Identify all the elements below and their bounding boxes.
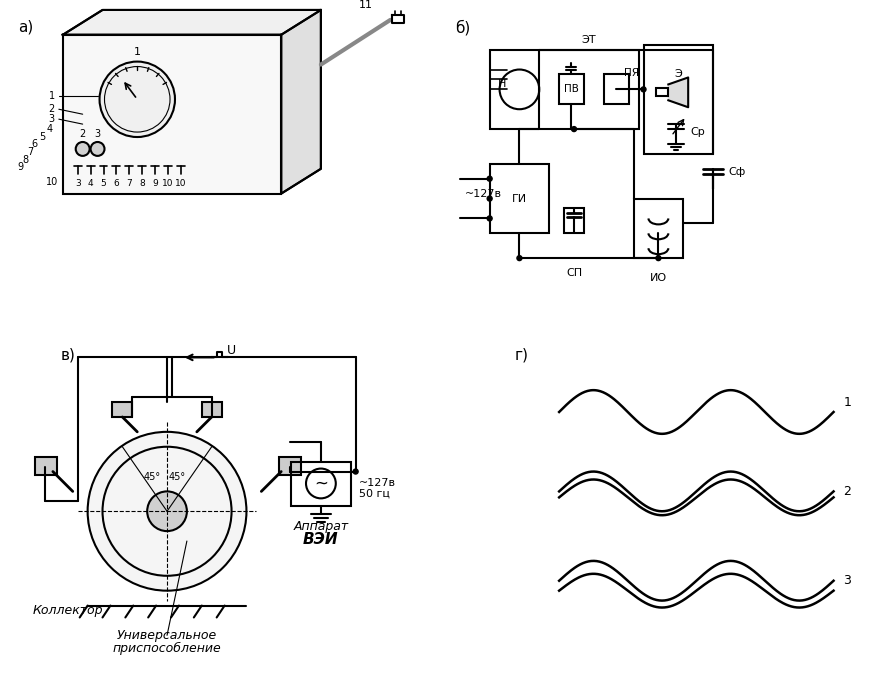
Polygon shape (668, 78, 689, 107)
Text: г): г) (514, 347, 528, 362)
Text: 5: 5 (39, 132, 45, 142)
Polygon shape (63, 10, 321, 35)
Circle shape (88, 432, 246, 590)
Circle shape (487, 196, 492, 201)
Text: 10: 10 (46, 176, 58, 187)
Text: 3: 3 (843, 574, 851, 587)
Text: Э: Э (674, 69, 682, 80)
Text: 2: 2 (843, 485, 851, 498)
Text: СП: СП (566, 268, 582, 278)
Bar (202, 402, 221, 417)
Text: Аппарат: Аппарат (293, 520, 349, 533)
Bar (35, 457, 57, 475)
Text: 4: 4 (88, 179, 94, 188)
Text: 5: 5 (101, 179, 106, 188)
Circle shape (517, 255, 522, 261)
Text: 50 гц: 50 гц (358, 488, 389, 498)
Text: 9: 9 (152, 179, 158, 188)
Polygon shape (281, 10, 321, 193)
Text: 45°: 45° (168, 471, 186, 481)
Bar (291, 462, 350, 506)
Circle shape (147, 492, 187, 531)
Bar (564, 208, 584, 234)
Text: ~127в: ~127в (465, 189, 502, 199)
Text: 3: 3 (75, 179, 81, 188)
Bar (489, 50, 639, 129)
Text: ~127в: ~127в (358, 479, 396, 488)
Bar (634, 199, 683, 258)
Text: 6: 6 (32, 139, 38, 149)
Circle shape (99, 61, 175, 137)
Bar (63, 35, 281, 193)
Bar (657, 89, 668, 96)
Text: 2: 2 (80, 129, 86, 139)
Circle shape (656, 255, 661, 261)
Text: 3: 3 (95, 129, 101, 139)
Circle shape (76, 142, 89, 156)
Bar (643, 45, 713, 154)
Text: 7: 7 (127, 179, 132, 188)
Text: ПВ: ПВ (564, 84, 579, 95)
Text: 7: 7 (27, 147, 33, 157)
Text: Ср: Ср (690, 127, 705, 137)
Circle shape (641, 87, 646, 92)
Bar (279, 457, 301, 475)
Bar (489, 164, 550, 234)
Text: 6: 6 (113, 179, 119, 188)
Text: а): а) (18, 20, 34, 35)
Text: ЭТ: ЭТ (581, 35, 596, 45)
Text: 10: 10 (175, 179, 187, 188)
Text: Коллектор: Коллектор (33, 604, 104, 617)
Text: в): в) (61, 347, 76, 362)
Text: 11: 11 (358, 0, 373, 10)
Bar (604, 74, 628, 104)
Text: 45°: 45° (143, 471, 161, 481)
Text: 1: 1 (49, 91, 55, 101)
Bar (112, 402, 132, 417)
Text: 4: 4 (47, 124, 53, 134)
Text: 1: 1 (843, 396, 851, 409)
Text: 8: 8 (22, 155, 28, 165)
Text: Универсальное: Универсальное (117, 629, 217, 642)
Text: приспособление: приспособление (112, 642, 221, 654)
Circle shape (353, 469, 358, 474)
Text: Н: Н (497, 80, 506, 89)
Circle shape (487, 176, 492, 181)
Text: б): б) (455, 20, 470, 35)
Text: 1: 1 (134, 47, 141, 57)
Text: ВЭИ: ВЭИ (303, 532, 339, 547)
Text: 3: 3 (49, 114, 55, 124)
Text: ИО: ИО (650, 273, 667, 283)
Bar (559, 74, 584, 104)
Circle shape (572, 127, 576, 131)
Circle shape (487, 216, 492, 221)
Text: ~: ~ (314, 475, 328, 492)
Bar (78, 353, 356, 358)
Text: 8: 8 (139, 179, 145, 188)
Text: ПЯ: ПЯ (624, 67, 639, 78)
Text: U: U (227, 344, 236, 357)
Circle shape (90, 142, 104, 156)
Text: 2: 2 (49, 104, 55, 114)
Text: Сф: Сф (727, 167, 745, 177)
Text: ГИ: ГИ (512, 193, 527, 204)
Text: 10: 10 (162, 179, 173, 188)
Text: 9: 9 (17, 162, 23, 172)
